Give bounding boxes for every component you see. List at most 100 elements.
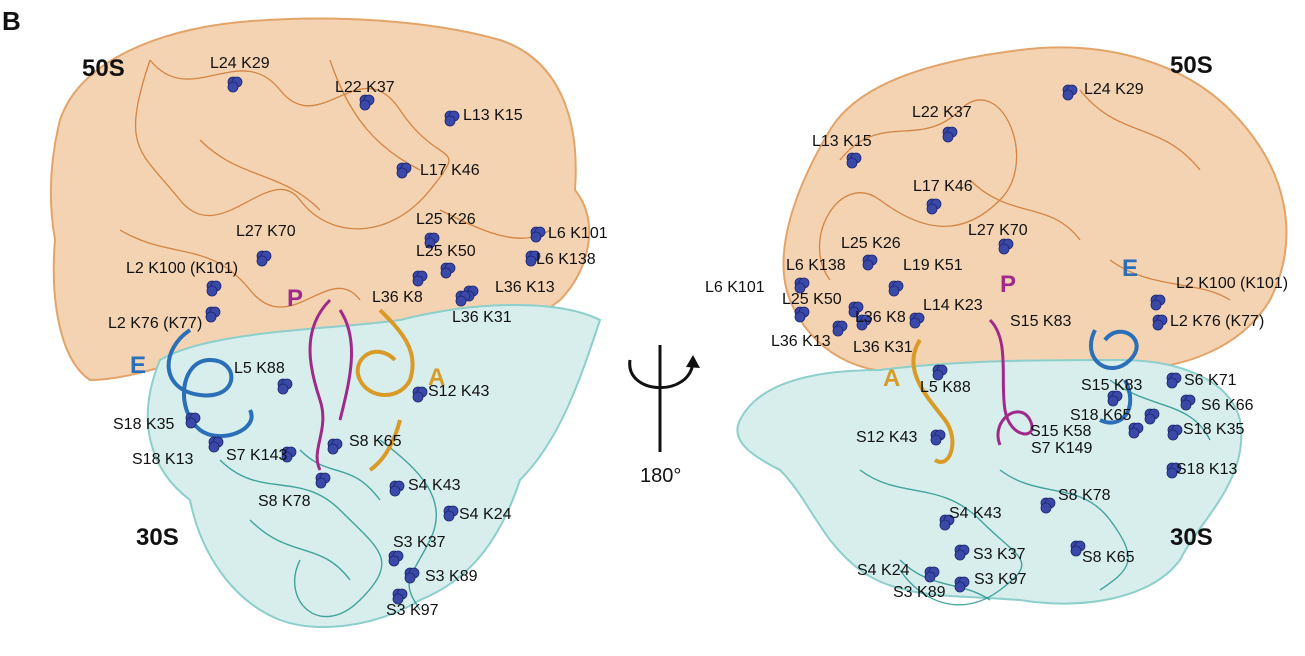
lysine-sphere: [530, 231, 542, 243]
lysine-sphere: [924, 571, 936, 583]
residue-label: L2 K76 (K77): [1170, 313, 1264, 330]
lysine-sphere: [315, 477, 327, 489]
residue-label: S15 K58: [1030, 423, 1091, 440]
residue-label: L24 K29: [210, 55, 270, 72]
lysine-sphere: [227, 81, 239, 93]
right-30s-rrna-body: [736, 358, 1243, 605]
lysine-sphere: [1128, 427, 1140, 439]
lysine-sphere: [1144, 413, 1156, 425]
lysine-sphere: [794, 311, 806, 323]
residue-label: L6 K101: [548, 225, 608, 242]
lysine-sphere: [1167, 429, 1179, 441]
residue-label: L24 K29: [1084, 81, 1144, 98]
residue-label: L5 K88: [234, 360, 285, 377]
residue-label: L27 K70: [236, 223, 296, 240]
residue-label: L13 K15: [812, 133, 872, 150]
right-30s-protein-mesh: [859, 379, 1211, 606]
lysine-sphere: [208, 441, 220, 453]
lysine-sphere: [525, 255, 537, 267]
residue-label: L14 K23: [923, 297, 983, 314]
lysine-sphere: [1180, 399, 1192, 411]
right-residue-labels: L24 K29 L22 K37 L13 K15 L17 K46 L27 K70 …: [705, 81, 1288, 601]
lysine-sphere: [1062, 89, 1074, 101]
residue-label: L17 K46: [420, 162, 480, 179]
right-50s-label: 50S: [1170, 52, 1213, 79]
residue-label: S8 K65: [349, 433, 402, 450]
lysine-sphere: [1070, 545, 1082, 557]
left-p-site-trna: [308, 298, 353, 471]
residue-label: L36 K13: [771, 333, 831, 350]
residue-label: L6 K101: [705, 279, 765, 296]
left-50s-rrna-body: [49, 17, 591, 382]
lysine-sphere: [1150, 299, 1162, 311]
lysine-sphere: [794, 282, 806, 294]
residue-label: S18 K13: [132, 451, 193, 468]
residue-label: L36 K31: [853, 339, 913, 356]
lysine-sphere: [1040, 502, 1052, 514]
lysine-sphere: [327, 443, 339, 455]
residue-label: S8 K78: [1058, 487, 1111, 504]
rotation-symbol: [628, 345, 700, 452]
lysine-sphere: [396, 167, 408, 179]
right-a-site-trna: [911, 338, 955, 464]
right-30s-label: 30S: [1170, 524, 1213, 551]
residue-label: S3 K97: [386, 602, 439, 619]
rotation-arrowhead: [686, 355, 700, 368]
residue-label: L2 K76 (K77): [108, 315, 202, 332]
lysine-sphere: [281, 451, 293, 463]
lysine-sphere: [888, 285, 900, 297]
residue-label: S8 K65: [1082, 549, 1135, 566]
residue-label: S3 K37: [393, 534, 446, 551]
residue-label: S8 K78: [258, 493, 311, 510]
lysine-sphere: [206, 285, 218, 297]
residue-label: L6 K138: [536, 251, 596, 268]
lysine-sphere: [1107, 395, 1119, 407]
left-50s-label: 50S: [82, 55, 125, 82]
lysine-sphere: [954, 549, 966, 561]
residue-label: L19 K51: [903, 257, 963, 274]
residue-label: L36 K31: [452, 309, 512, 326]
lysine-sphere: [909, 317, 921, 329]
residue-label: S12 K43: [428, 383, 489, 400]
lysine-sphere: [412, 391, 424, 403]
right-e-site-trna: [1088, 329, 1139, 425]
residue-label: S6 K66: [1201, 397, 1254, 414]
lysine-sphere: [359, 99, 371, 111]
residue-label: L17 K46: [913, 178, 973, 195]
lysine-sphere: [205, 311, 217, 323]
residue-label: S15 K83: [1010, 313, 1071, 330]
residue-label: S4 K24: [459, 506, 512, 523]
lysine-sphere: [932, 369, 944, 381]
lysine-sphere: [412, 275, 424, 287]
left-30s-protein-mesh: [219, 439, 437, 618]
lysine-sphere: [846, 157, 858, 169]
lysine-sphere: [856, 319, 868, 331]
left-30s-label: 30S: [136, 524, 179, 551]
lysine-sphere: [424, 237, 436, 249]
rotation-arrow-arc: [628, 359, 695, 390]
residue-label: L36 K8: [372, 289, 423, 306]
lysine-sphere: [185, 417, 197, 429]
residue-label: L36 K8: [855, 309, 906, 326]
left-e-site-trna: [166, 328, 254, 439]
residue-label: S12 K43: [856, 429, 917, 446]
lysine-sphere: [848, 306, 860, 318]
residue-label: S4 K24: [857, 562, 910, 579]
left-50s-protein-mesh: [119, 59, 551, 308]
residue-label: S15 K83: [1081, 377, 1142, 394]
residue-label: S6 K71: [1184, 372, 1237, 389]
residue-label: L22 K37: [912, 104, 972, 121]
lysine-sphere: [998, 243, 1010, 255]
lysine-sphere: [444, 115, 456, 127]
lysine-sphere: [942, 131, 954, 143]
residue-label: S3 K89: [425, 568, 478, 585]
lysine-sphere: [404, 572, 416, 584]
residue-label: L2 K100 (K101): [1176, 275, 1288, 292]
left-residue-labels: L24 K29 L22 K37 L13 K15 L17 K46 L25 K26 …: [108, 55, 608, 619]
residue-label: S18 K13: [1176, 461, 1237, 478]
lysine-sphere: [388, 555, 400, 567]
lysine-sphere: [277, 383, 289, 395]
rotation-label: 180°: [640, 465, 681, 487]
residue-label: L25 K50: [416, 243, 476, 260]
